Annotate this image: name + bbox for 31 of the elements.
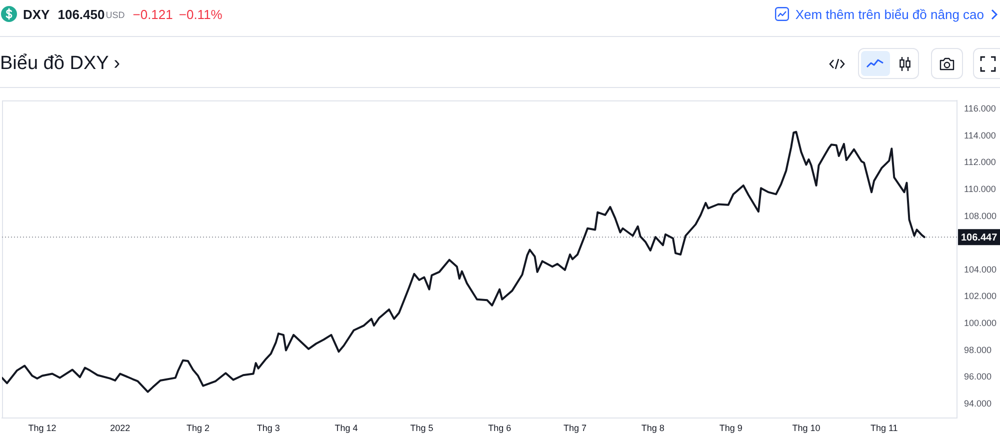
- y-tick-label: 104.000: [964, 264, 997, 274]
- chart-title: Biểu đồ DXY ›: [0, 52, 120, 76]
- x-tick-label: Thg 4: [334, 422, 358, 433]
- x-tick-label: Thg 6: [488, 422, 512, 433]
- x-tick-label: Thg 12: [28, 422, 56, 433]
- y-tick-label: 102.000: [964, 291, 997, 302]
- x-tick-label: 2022: [110, 422, 130, 433]
- text: Xem thêm trên biểu đồ nâng cao: [795, 6, 984, 22]
- text: −0.11%: [178, 6, 222, 22]
- y-tick-label: 94.000: [964, 398, 992, 408]
- x-tick-label: Thg 7: [563, 422, 587, 433]
- text: DXY: [23, 6, 50, 22]
- y-tick-label: 114.000: [964, 130, 996, 140]
- x-tick-label: Thg 5: [410, 422, 434, 433]
- x-tick-label: Thg 9: [719, 422, 742, 433]
- x-tick-label: Thg 11: [870, 422, 898, 433]
- y-tick-label: 112.000: [964, 157, 996, 168]
- y-tick-label: 98.000: [964, 344, 992, 355]
- text: USD: [106, 10, 125, 20]
- x-tick-label: Thg 2: [186, 422, 210, 433]
- y-tick-label: 100.000: [964, 318, 997, 328]
- x-tick-label: Thg 3: [256, 422, 280, 433]
- y-tick-label: 96.000: [964, 372, 992, 382]
- y-tick-label: 110.000: [964, 184, 996, 194]
- text: −0.121: [132, 6, 173, 22]
- text: 106.450: [58, 6, 105, 22]
- x-tick-label: Thg 8: [641, 422, 664, 433]
- y-tick-label: 108.000: [964, 210, 997, 221]
- x-tick-label: Thg 10: [792, 422, 820, 433]
- ref-line-label: 106.447: [961, 232, 998, 244]
- y-tick-label: 116.000: [964, 104, 996, 114]
